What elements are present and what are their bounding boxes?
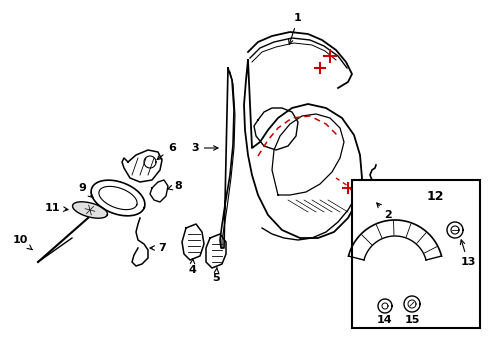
Text: 3: 3 bbox=[191, 143, 218, 153]
Text: 4: 4 bbox=[188, 259, 196, 275]
Text: 11: 11 bbox=[44, 203, 68, 213]
Polygon shape bbox=[73, 202, 107, 218]
Text: 14: 14 bbox=[377, 315, 393, 325]
Text: 1: 1 bbox=[289, 13, 302, 44]
Bar bbox=[352, 180, 480, 328]
Text: 9: 9 bbox=[78, 183, 93, 197]
Text: 13: 13 bbox=[460, 240, 476, 267]
Text: 6: 6 bbox=[157, 143, 176, 159]
Text: 5: 5 bbox=[212, 267, 220, 283]
Text: 15: 15 bbox=[404, 315, 420, 325]
Text: 2: 2 bbox=[377, 203, 392, 220]
Text: 7: 7 bbox=[150, 243, 166, 253]
Text: 12: 12 bbox=[426, 189, 444, 202]
Text: 10: 10 bbox=[12, 235, 32, 250]
Text: 8: 8 bbox=[168, 181, 182, 191]
